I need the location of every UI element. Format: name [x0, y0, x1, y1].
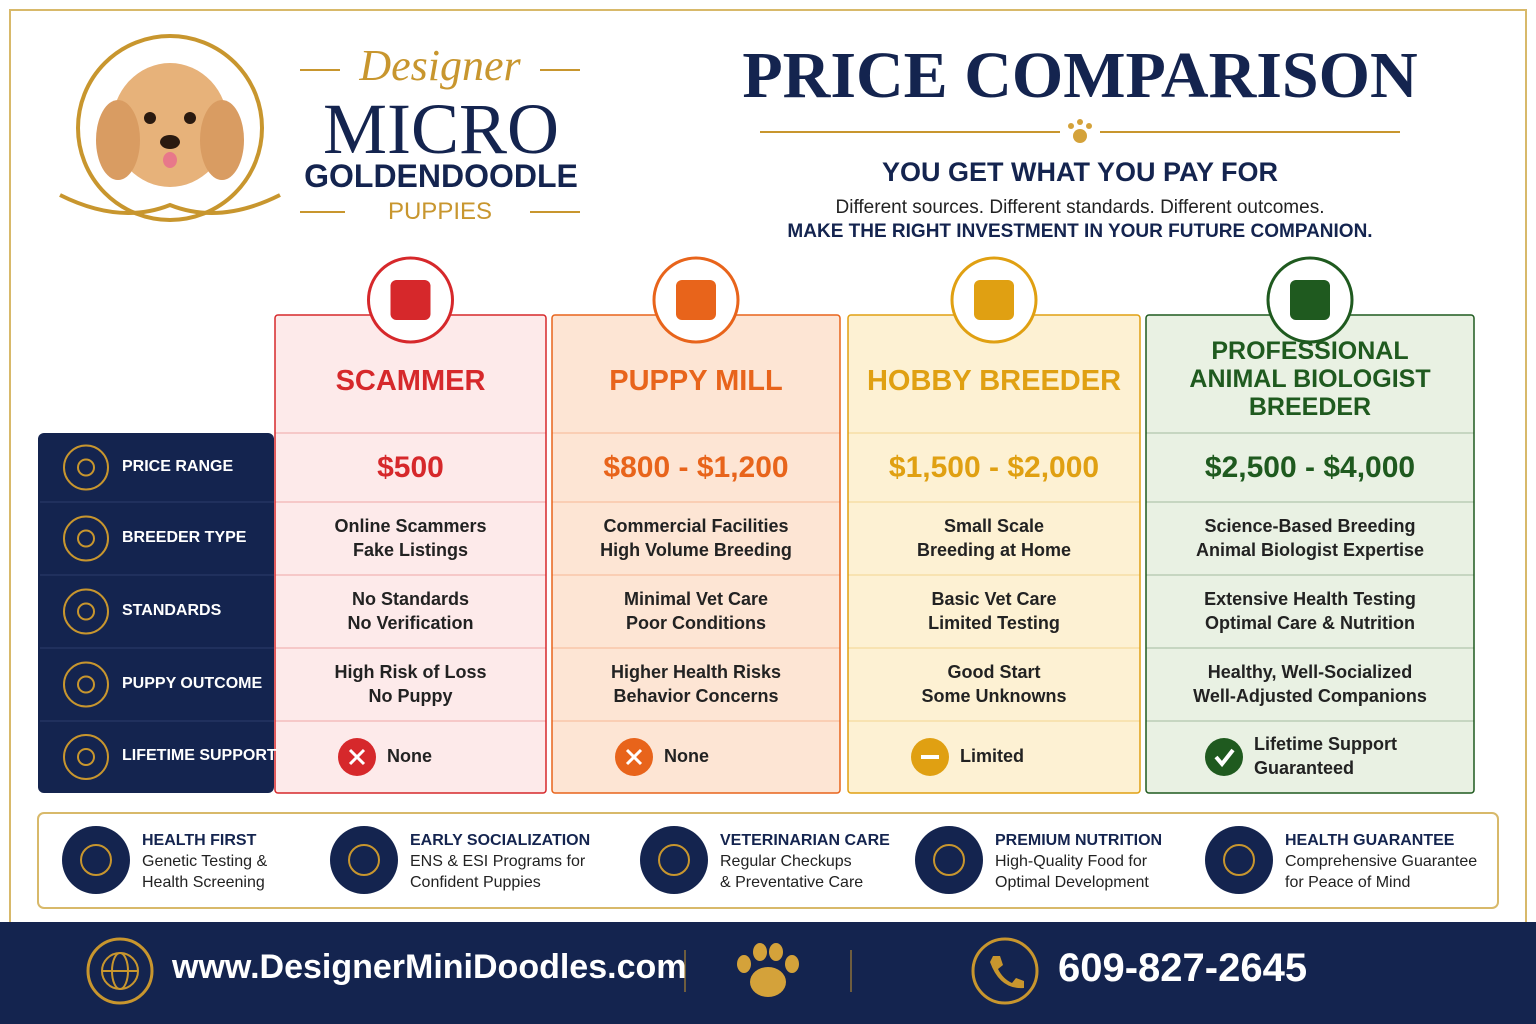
cell-text: Science-Based Breeding [1204, 516, 1416, 536]
cell-text: No Puppy [368, 686, 453, 706]
icon [63, 661, 109, 708]
icon [63, 515, 109, 562]
feature-text: High-Quality Food for [995, 853, 1148, 870]
column-name: PROFESSIONAL [1211, 337, 1409, 365]
icon [974, 280, 1014, 320]
icon [63, 588, 109, 635]
icon [80, 844, 112, 876]
cell-text: Commercial Facilities [603, 516, 789, 536]
cell-text: Optimal Care & Nutrition [1204, 613, 1415, 633]
cell-text: Minimal Vet Care [623, 589, 769, 609]
price: $1,500 - $2,000 [888, 451, 1100, 484]
support-text: Guaranteed [1254, 758, 1355, 778]
feature-text: Genetic Testing & [142, 853, 268, 870]
row-label: STANDARDS [122, 601, 222, 619]
cell-text: High Risk of Loss [334, 662, 487, 682]
icon [1214, 748, 1235, 768]
cta: MAKE THE RIGHT INVESTMENT IN YOUR FUTURE… [787, 221, 1373, 242]
column-name: SCAMMER [335, 365, 486, 397]
cell-text: Higher Health Risks [610, 662, 782, 682]
row-label: BREEDER TYPE [122, 528, 247, 546]
row-label: PUPPY OUTCOME [122, 674, 263, 692]
icon [77, 529, 95, 548]
icon [63, 444, 109, 491]
cell-text: No Standards [351, 589, 470, 609]
column-name: HOBBY BREEDER [866, 365, 1122, 397]
cell-text: Online Scammers [334, 516, 487, 536]
icon [1223, 844, 1255, 876]
support-text: None [664, 746, 709, 766]
brand-puppies: PUPPIES [387, 198, 493, 225]
cell-text: Fake Listings [352, 540, 469, 560]
icon [348, 844, 380, 876]
phone[interactable]: 609-827-2645 [1058, 946, 1308, 990]
cell-text: Small Scale [943, 516, 1045, 536]
support-text: None [387, 746, 432, 766]
icon [77, 748, 95, 766]
price: $500 [377, 451, 444, 484]
icon [625, 748, 643, 766]
column-name: ANIMAL BIOLOGIST [1189, 365, 1431, 393]
feature-text: & Preventative Care [720, 874, 864, 891]
row-label: PRICE RANGE [122, 457, 234, 475]
feature-text: Confident Puppies [410, 874, 541, 891]
cell-text: Healthy, Well-Socialized [1207, 662, 1413, 682]
cell-text: Well-Adjusted Companions [1193, 686, 1427, 706]
website[interactable]: www.DesignerMiniDoodles.com [172, 948, 687, 986]
brand-micro: MICRO [322, 89, 560, 169]
brand-breed: GOLDENDOODLE [304, 158, 578, 194]
icon [640, 826, 708, 894]
column-name: BREEDER [1248, 393, 1372, 421]
feature-text: Optimal Development [995, 874, 1149, 891]
feature-title: HEALTH GUARANTEE [1285, 832, 1455, 849]
icon [1290, 280, 1330, 320]
column-name: PUPPY MILL [609, 365, 783, 397]
cell-text: Basic Vet Care [931, 589, 1057, 609]
price: $800 - $1,200 [603, 451, 789, 484]
icon [915, 826, 983, 894]
icon [1205, 826, 1273, 894]
icon [62, 826, 130, 894]
feature-title: EARLY SOCIALIZATION [410, 832, 591, 849]
price: $2,500 - $4,000 [1204, 451, 1416, 484]
icon [63, 734, 109, 780]
cell-text: Behavior Concerns [613, 686, 779, 706]
icon [77, 458, 95, 477]
icon [1205, 738, 1243, 776]
support-text: Lifetime Support [1254, 734, 1397, 754]
tagline: Different sources. Different standards. … [835, 197, 1325, 218]
feature-title: VETERINARIAN CARE [720, 832, 890, 849]
icon [676, 280, 716, 320]
cell-text: No Verification [347, 613, 474, 633]
cell-text: Limited Testing [928, 613, 1060, 633]
cell-text: Breeding at Home [916, 540, 1072, 560]
cell-text: Extensive Health Testing [1204, 589, 1416, 609]
icon [348, 748, 366, 766]
feature-text: Health Screening [142, 874, 265, 891]
icon [933, 844, 965, 876]
feature-title: HEALTH FIRST [142, 832, 257, 849]
cell-text: Good Start [947, 662, 1041, 682]
cell-text: Some Unknowns [921, 686, 1067, 706]
icon [390, 280, 431, 320]
cell-text: Poor Conditions [626, 613, 766, 633]
feature-text: for Peace of Mind [1285, 874, 1411, 891]
support-text: Limited [960, 746, 1025, 766]
subtitle: YOU GET WHAT YOU PAY FOR [881, 157, 1279, 187]
brand-designer: Designer [359, 41, 521, 90]
feature-text: ENS & ESI Programs for [410, 853, 586, 870]
icon [77, 675, 95, 694]
feature-text: Comprehensive Guarantee [1285, 853, 1478, 870]
cell-text: High Volume Breeding [600, 540, 792, 560]
icon [77, 602, 95, 621]
title: PRICE COMPARISON [742, 39, 1418, 112]
feature-title: PREMIUM NUTRITION [995, 832, 1163, 849]
row-label: LIFETIME SUPPORT [122, 747, 277, 764]
icon [658, 844, 690, 876]
icon [330, 826, 398, 894]
cell-text: Animal Biologist Expertise [1195, 540, 1425, 560]
feature-text: Regular Checkups [720, 853, 852, 870]
